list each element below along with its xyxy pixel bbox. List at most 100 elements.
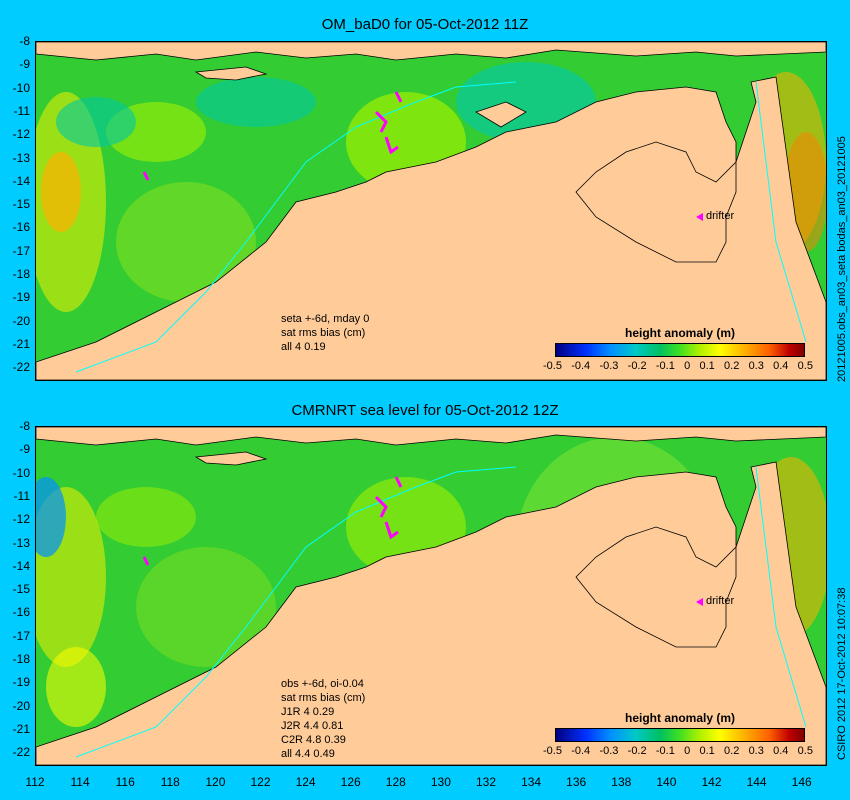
x-tick-label: 136 (566, 775, 587, 789)
bottom-map-svg (36, 427, 826, 765)
y-tick-label: -12 (12, 127, 30, 142)
anomaly-blob (116, 182, 256, 302)
colorbar-tick: 0.5 (797, 360, 813, 372)
y-tick-label: -20 (12, 313, 30, 328)
top-map-svg (36, 42, 826, 380)
y-tick-label: -9 (19, 442, 30, 457)
colorbar-tick: -0.4 (571, 745, 591, 757)
y-tick-label: -14 (12, 558, 30, 573)
y-tick-label: -8 (19, 419, 30, 433)
x-tick-label: 118 (160, 775, 180, 789)
x-tick-label: 130 (430, 775, 451, 789)
indonesian-islands (36, 427, 826, 446)
x-tick-label: 132 (475, 775, 497, 789)
colorbar-title: height anomaly (m) (624, 326, 735, 340)
anomaly-blob (56, 97, 136, 147)
x-tick-label: 126 (340, 775, 361, 789)
x-tick-label: 114 (70, 775, 90, 789)
y-tick-label: -18 (12, 267, 30, 281)
drifter-track (374, 91, 403, 155)
colorbar (555, 343, 805, 357)
y-tick-label: -15 (12, 582, 30, 597)
drifter-track (142, 556, 150, 566)
drifter-label: drifter (706, 595, 735, 607)
colorbar-tick: 0.2 (724, 745, 740, 757)
x-tick-label: 120 (205, 775, 226, 789)
x-tick-label: 146 (791, 775, 812, 789)
bottom-map-title: CMRNRT sea level for 05-Oct-2012 12Z (291, 402, 559, 419)
colorbar-tick: -0.4 (571, 360, 591, 372)
note-line: all 4 0.19 (281, 341, 326, 353)
y-tick-label: -8 (19, 34, 30, 48)
colorbar-tick: 0.3 (748, 745, 764, 757)
y-tick-label: -13 (12, 150, 30, 165)
island (194, 451, 268, 466)
colorbar-tick: 0.1 (699, 745, 715, 757)
bottom-map-panel: obs +-6d, oi-0.04 sat rms bias (cm) J1R … (35, 426, 827, 766)
x-tick-label: 140 (656, 775, 677, 789)
y-tick-label: -19 (12, 290, 30, 305)
australia-land (36, 76, 826, 380)
anomaly-blob (36, 477, 66, 557)
colorbar-tick: -0.1 (655, 745, 675, 757)
colorbar-tick: 0.3 (748, 360, 764, 372)
x-tick-label: 112 (25, 775, 45, 789)
y-tick-label: -10 (12, 80, 30, 95)
colorbar-tick: -0.3 (599, 745, 619, 757)
colorbar-tick: 0 (684, 360, 691, 372)
colorbar-tick: 0.4 (773, 745, 789, 757)
y-tick-label: -19 (12, 675, 30, 690)
island (475, 101, 527, 128)
colorbar-tick: -0.3 (599, 360, 619, 372)
anomaly-blob (96, 487, 196, 547)
colorbar-ticks: -0.5 -0.4 -0.3 -0.2 -0.1 0 0.1 0.2 0.3 0.4 0.5 (543, 360, 813, 372)
y-tick-label: -10 (12, 465, 30, 480)
note-line: J2R 4.4 0.81 (281, 720, 344, 732)
shelf-contour (75, 81, 517, 373)
drifter-track (142, 171, 150, 181)
y-tick-label: -12 (12, 512, 30, 527)
note-line: J1R 4 0.29 (281, 706, 335, 718)
colorbar-tick: -0.2 (627, 745, 647, 757)
top-map-panel: seta +-6d, mday 0 sat rms bias (cm) all … (35, 41, 827, 381)
y-tick-label: -22 (12, 360, 30, 375)
colorbar-ticks: -0.5 -0.4 -0.3 -0.2 -0.1 0 0.1 0.2 0.3 0.4 0.5 (543, 745, 813, 757)
drifter-marker (696, 213, 703, 221)
x-tick-label: 142 (701, 775, 722, 789)
colorbar-tick: 0.5 (797, 745, 813, 757)
shelf-contour (75, 466, 517, 758)
x-tick-label: 138 (611, 775, 632, 789)
note-line: all 4.4 0.49 (281, 748, 335, 760)
note-line: sat rms bias (cm) (281, 692, 366, 704)
y-tick-label: -17 (12, 243, 30, 258)
island (194, 66, 268, 81)
y-tick-label: -16 (12, 220, 30, 235)
x-tick-label: 116 (115, 775, 135, 789)
colorbar-tick: 0.4 (773, 360, 789, 372)
indonesian-islands (36, 42, 826, 61)
colorbar-tick: 0.2 (724, 360, 740, 372)
australia-land (36, 461, 826, 765)
top-map-title: OM_baD0 for 05-Oct-2012 11Z (321, 16, 529, 33)
colorbar-tick: 0.1 (699, 360, 715, 372)
y-tick-label: -22 (12, 745, 30, 760)
note-line: C2R 4.8 0.39 (281, 734, 346, 746)
y-tick-label: -9 (19, 57, 30, 72)
y-tick-label: -13 (12, 535, 30, 550)
y-tick-label: -16 (12, 605, 30, 620)
y-tick-label: -14 (12, 173, 30, 188)
y-tick-label: -15 (12, 197, 30, 212)
x-tick-label: 128 (385, 775, 406, 789)
bottom-notes: obs +-6d, oi-0.04 sat rms bias (cm) J1R … (281, 677, 365, 761)
x-tick-label: 124 (295, 775, 316, 789)
x-tick-label: 122 (250, 775, 271, 789)
y-tick-label: -11 (13, 103, 30, 118)
colorbar-tick: -0.5 (543, 745, 562, 757)
colorbar-tick: -0.1 (655, 360, 675, 372)
drifter-marker (696, 598, 703, 606)
note-line: seta +-6d, mday 0 (281, 313, 370, 325)
anomaly-blob (41, 152, 81, 232)
x-tick-label: 134 (521, 775, 542, 789)
y-tick-label: -11 (13, 488, 30, 503)
y-tick-label: -17 (12, 628, 30, 643)
